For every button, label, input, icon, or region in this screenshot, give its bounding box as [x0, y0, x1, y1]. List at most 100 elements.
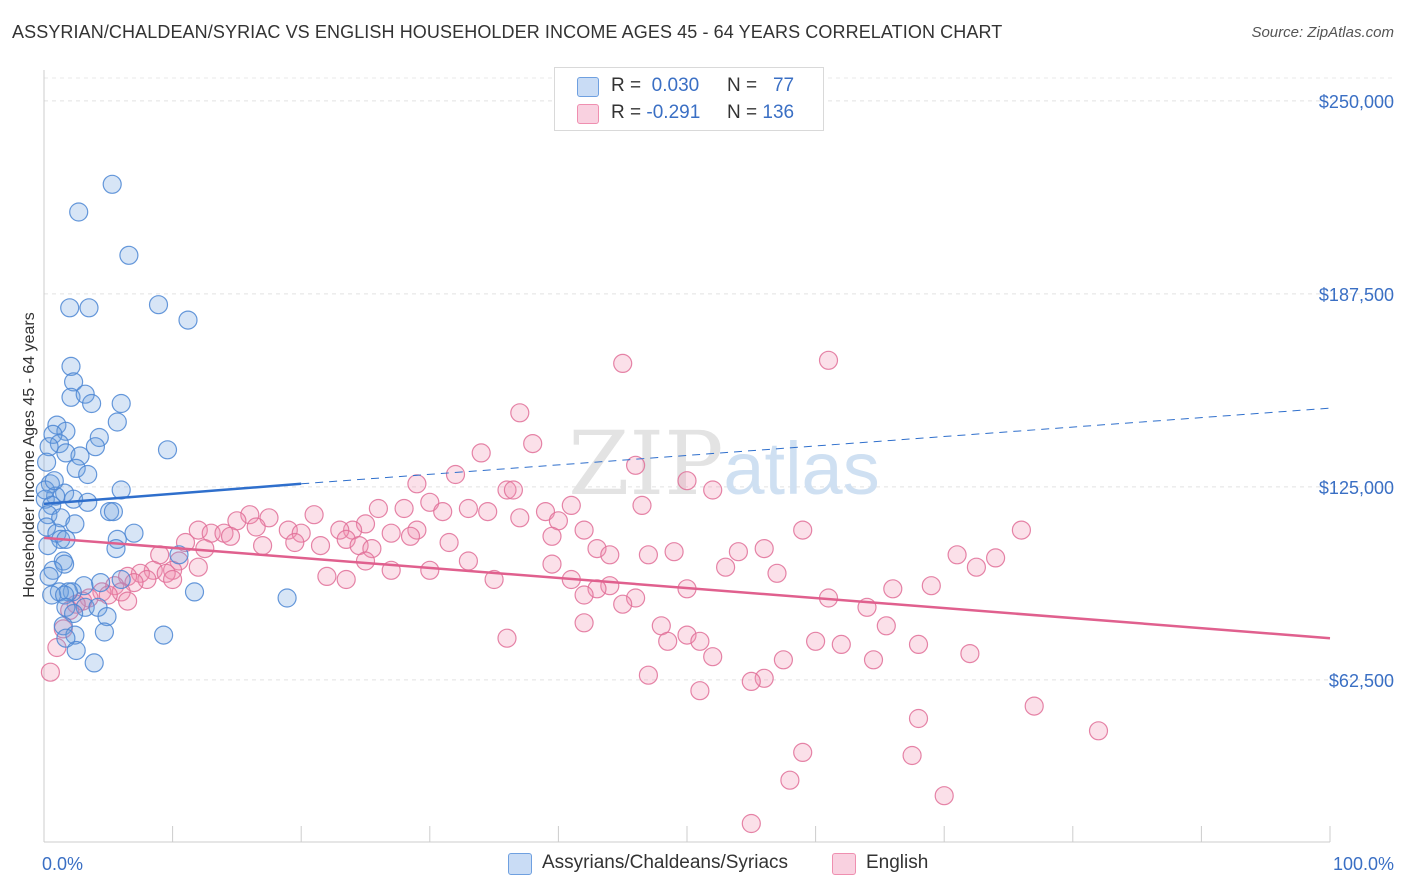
- series-swatch-assyrian: [508, 853, 532, 875]
- english-point: [883, 579, 903, 599]
- english-point: [420, 560, 440, 580]
- english-point: [780, 770, 800, 790]
- assyrian-point: [107, 412, 127, 432]
- english-point: [400, 526, 421, 546]
- assyrian-point: [70, 446, 90, 466]
- english-point: [510, 403, 530, 423]
- assyrian-point: [184, 582, 205, 602]
- assyrian-point: [36, 452, 57, 472]
- x-tick-label: 0.0%: [42, 854, 83, 874]
- english-point: [368, 498, 388, 519]
- english-point: [310, 535, 331, 556]
- correlation-legend: R = 0.030 N = 77 R = -0.291 N = 136: [554, 67, 824, 131]
- english-point: [908, 708, 929, 729]
- english-point: [703, 480, 723, 500]
- english-point: [715, 557, 736, 577]
- english-point: [175, 532, 196, 553]
- chart-title: ASSYRIAN/CHALDEAN/SYRIAC VS ENGLISH HOUS…: [12, 22, 1003, 42]
- assyrian-point: [60, 298, 80, 318]
- series-label-assyrian: Assyrians/Chaldeans/Syriacs: [542, 852, 789, 873]
- english-point: [510, 508, 530, 528]
- english-point: [690, 681, 710, 701]
- english-point: [658, 631, 678, 651]
- y-tick-labels: $62,500 $125,000 $187,500 $250,000: [1319, 92, 1394, 691]
- english-point: [793, 520, 813, 540]
- series-label-english: English: [866, 852, 929, 873]
- english-point: [773, 650, 794, 670]
- english-point: [793, 742, 813, 763]
- assyrian-point: [148, 295, 169, 315]
- assyrian-point: [75, 384, 95, 404]
- watermark: ZIPatlas: [568, 412, 879, 515]
- english-point: [613, 594, 633, 614]
- english-point: [535, 502, 556, 522]
- english-point: [876, 616, 896, 636]
- english-point: [574, 585, 594, 605]
- english-point: [220, 526, 241, 546]
- english-point: [394, 498, 414, 519]
- assyrian-point: [157, 440, 178, 460]
- assyrian-point: [169, 545, 189, 565]
- legend-r-english: R = -0.291: [611, 102, 701, 123]
- axes: [43, 70, 1331, 843]
- english-point: [625, 455, 646, 475]
- assyrian-point: [178, 310, 198, 330]
- english-point: [741, 671, 761, 692]
- english-point: [169, 551, 189, 571]
- english-point: [330, 520, 350, 540]
- source-credit: Source: ZipAtlas.com: [1251, 24, 1394, 41]
- english-point: [433, 502, 453, 522]
- watermark-atlas: atlas: [723, 427, 879, 510]
- english-point: [291, 523, 311, 543]
- assyrian-point: [56, 597, 76, 617]
- english-point: [445, 464, 466, 485]
- english-point: [1088, 721, 1109, 741]
- english-point: [574, 613, 594, 633]
- english-point: [921, 576, 941, 596]
- english-point: [458, 498, 478, 519]
- english-point: [664, 542, 684, 562]
- assyrian-point: [63, 489, 84, 509]
- english-point: [471, 443, 491, 463]
- assyrian-point: [39, 566, 59, 587]
- english-point: [638, 665, 659, 685]
- english-point: [117, 591, 138, 611]
- english-point: [355, 551, 376, 571]
- y-axis-label: Householder Income Ages 45 - 64 years: [21, 312, 38, 598]
- legend-n-english: N = 136: [727, 102, 795, 123]
- assyrian-point: [66, 458, 86, 478]
- english-point: [478, 502, 498, 522]
- english-point: [542, 526, 562, 546]
- assyrian-point: [124, 523, 144, 543]
- english-point: [934, 786, 954, 806]
- english-point: [947, 545, 967, 565]
- english-point: [613, 353, 633, 373]
- english-point: [632, 495, 652, 515]
- assyrian-point: [66, 640, 86, 661]
- y-tick-label: $125,000: [1319, 478, 1394, 498]
- assyrian-trend-extension: [301, 407, 1331, 485]
- english-point: [574, 520, 594, 540]
- english-point: [677, 471, 697, 491]
- english-point: [246, 517, 266, 537]
- assyrian-point: [63, 603, 84, 624]
- assyrian-point: [84, 653, 104, 673]
- trend-lines: [43, 407, 1331, 640]
- english-point: [818, 350, 839, 370]
- english-point: [1011, 520, 1032, 540]
- series-swatch-english: [832, 853, 856, 875]
- english-point: [960, 643, 980, 664]
- english-point: [317, 566, 337, 587]
- english-point: [195, 538, 215, 559]
- english-point: [188, 557, 208, 577]
- english-point: [484, 569, 504, 590]
- english-trend-line: [43, 536, 1331, 640]
- english-point: [703, 647, 723, 667]
- english-point: [985, 548, 1006, 568]
- english-point: [285, 532, 305, 553]
- assyrian-point: [89, 427, 109, 448]
- assyrian-point: [94, 622, 115, 642]
- assyrian-point: [154, 625, 174, 645]
- english-point: [503, 480, 524, 500]
